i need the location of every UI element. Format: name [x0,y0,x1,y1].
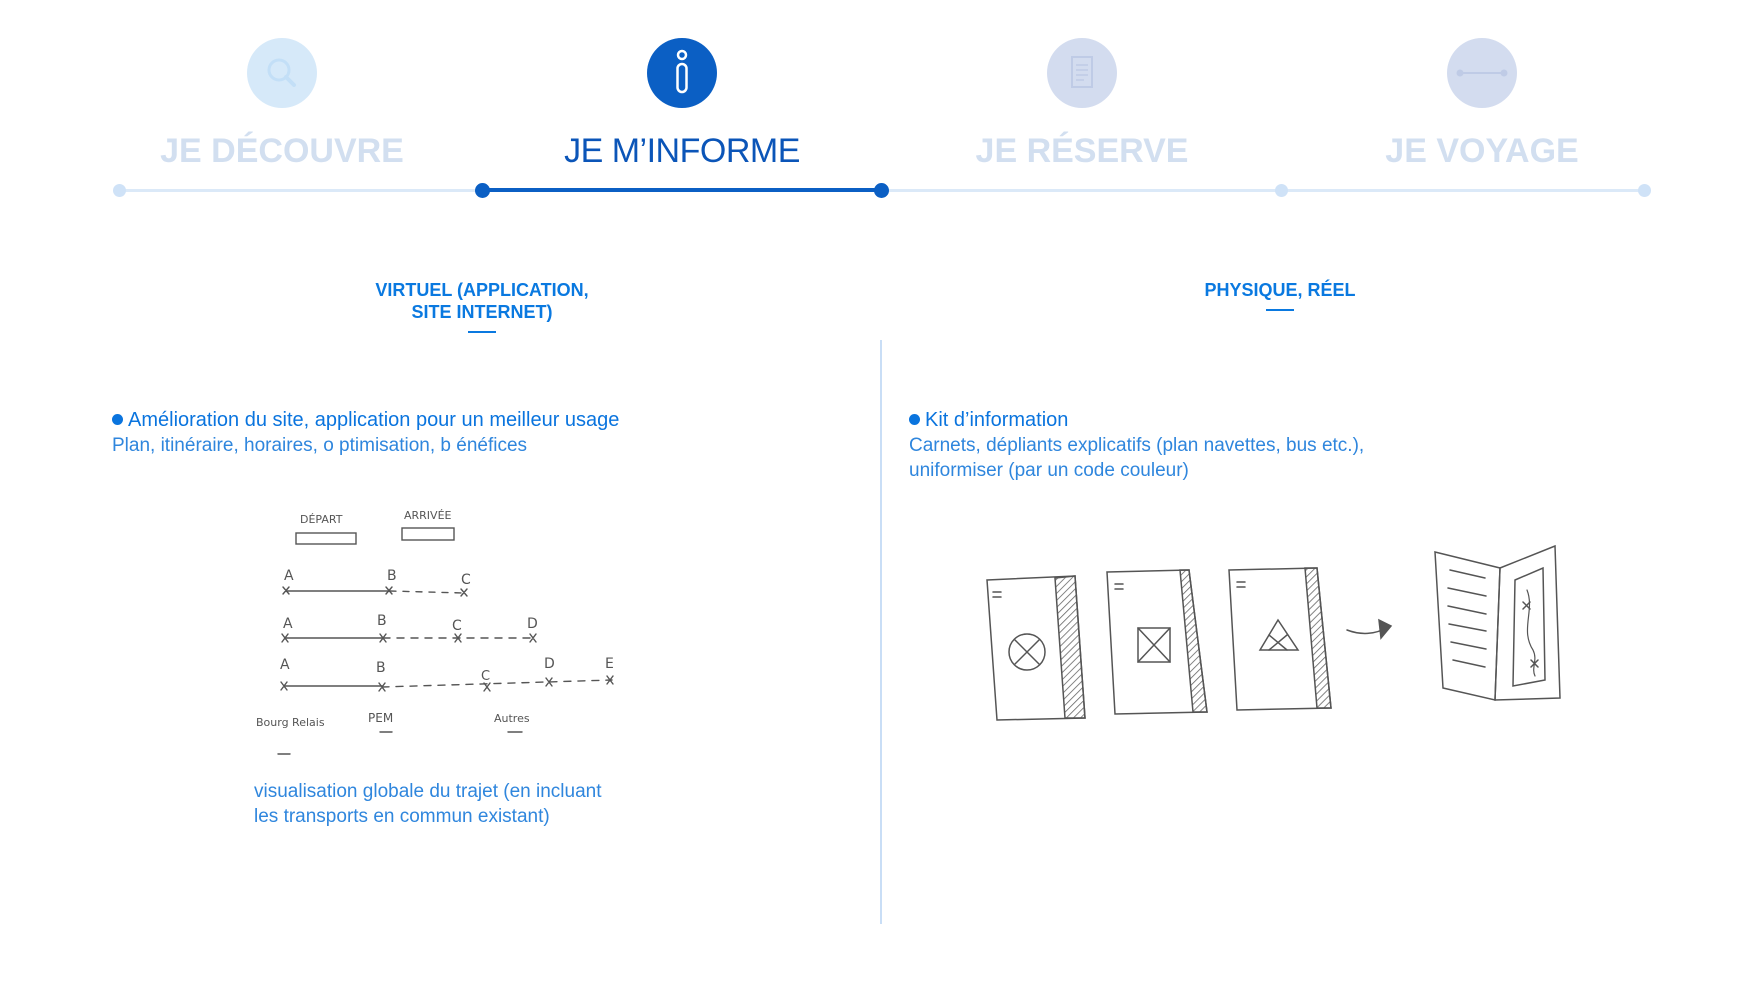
sketch-label-d: D [544,656,555,672]
bullet-body-line: Carnets, dépliants explicatifs (plan nav… [909,435,1365,456]
sketch-label-c: C [461,572,471,588]
sketch-label-b: B [376,660,386,676]
itinerary-sketch: DÉPART ARRIVÉE A B C A B C D A B C D E B… [256,509,614,755]
bullet-title: Amélioration du site, application pour u… [112,407,619,433]
sketch-label-arrivee: ARRIVÉE [404,509,452,522]
track-dot [1275,184,1288,197]
step-circle [647,38,717,108]
column-divider [880,340,882,924]
track-dot [1638,184,1651,197]
step-je-voyage[interactable]: JE VOYAGE [1282,38,1682,171]
sketch-arrivee-box [401,527,455,541]
step-label: JE M’INFORME [564,132,800,170]
section-header-line: VIRTUEL (APPLICATION, [375,280,589,300]
sketch-caption: visualisation globale du trajet (en incl… [254,779,602,829]
caption-line: les transports en commun existant) [254,806,550,827]
sketch-route-row: A B C D [281,613,538,643]
section-header-underline [468,331,496,333]
section-header-underline [1266,309,1294,311]
section-header-physique: PHYSIQUE, RÉEL [1130,279,1430,311]
step-je-decouvre[interactable]: JE DÉCOUVRE [82,38,482,171]
booklet-sketch [1228,567,1332,711]
step-label: JE RÉSERVE [975,132,1189,170]
sketch-label-a: A [284,568,294,584]
caption-line: visualisation globale du trajet (en incl… [254,781,602,802]
bullet-kit-information: Kit d’information Carnets, dépliants exp… [909,407,1364,483]
sketch-label-a: A [283,616,293,632]
sketch-route-row: A B C D E [280,656,614,692]
bullet-title: Kit d’information [909,407,1364,433]
track-dot [113,184,126,197]
route-icon [1456,69,1508,77]
sketch-label-c: C [452,618,462,634]
sketch-label-b: B [377,613,387,629]
step-circle [247,38,317,108]
sketch-label-pem: PEM [368,711,393,725]
leaflet-sketch [1434,544,1561,701]
sketch-label-b: B [387,568,397,584]
arrow-head-icon [1378,618,1393,640]
booklet-sketch [1106,569,1208,715]
sketch-label-e: E [605,656,614,672]
sketch-label-depart: DÉPART [300,513,343,526]
track-dot-active [475,183,490,198]
section-header-line: SITE INTERNET) [411,302,553,322]
bullet-dot [909,414,920,425]
sketch-label-bourg-relais: Bourg Relais [256,716,325,729]
sketch-label-c: C [481,669,490,684]
step-label: JE DÉCOUVRE [160,132,404,170]
bullet-dot [112,414,123,425]
step-label: JE VOYAGE [1385,132,1579,170]
section-header-line: PHYSIQUE, RÉEL [1204,280,1356,300]
search-icon [267,58,296,87]
sketch-route-row: A B C [282,568,471,597]
bullet-title-text: Amélioration du site, application pour u… [128,409,620,431]
booklet-sketch [986,575,1086,721]
progress-track-active [482,188,882,192]
info-icon [676,49,688,94]
bullet-amelioration: Amélioration du site, application pour u… [112,407,619,458]
sketch-label-d: D [527,616,538,632]
sketch-label-a: A [280,657,290,673]
bullet-body-line: uniformiser (par un code couleur) [909,460,1189,481]
information-kit-sketch [986,544,1561,721]
step-je-minforme[interactable]: JE M’INFORME [482,38,882,171]
step-je-reserve[interactable]: JE RÉSERVE [882,38,1282,171]
step-circle [1447,38,1517,108]
sketch-label-autres: Autres [494,712,530,725]
sketch-depart-box [295,532,357,545]
step-circle [1047,38,1117,108]
document-icon [1071,56,1093,88]
bullet-body: Plan, itinéraire, horaires, o ptimisatio… [112,435,528,456]
track-dot-active [874,183,889,198]
section-header-virtuel: VIRTUEL (APPLICATION, SITE INTERNET) [332,279,632,333]
bullet-title-text: Kit d’information [925,409,1069,431]
